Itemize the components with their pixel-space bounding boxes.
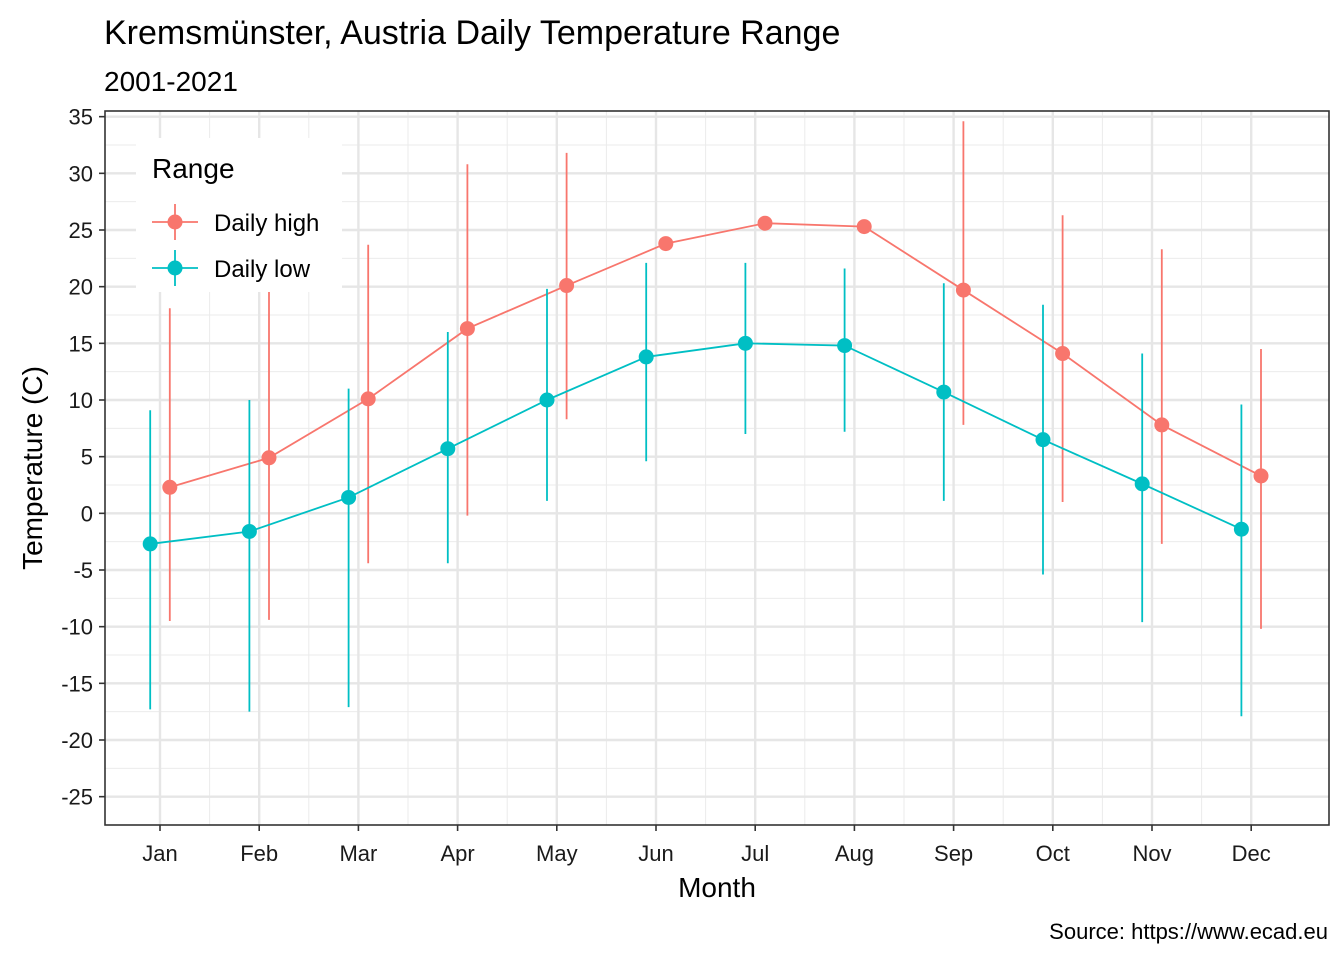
- series-layer: [142, 121, 1269, 717]
- y-tick-label: 15: [69, 331, 93, 356]
- x-axis: Jan Feb Mar Apr May Jun Jul Aug Sep Oct Nov Dec: [142, 825, 1271, 866]
- legend-keys: Daily high Daily low: [152, 204, 319, 286]
- legend-label: Daily high: [214, 210, 319, 237]
- legend-label: Daily low: [214, 256, 311, 283]
- plot-border: [104, 110, 1330, 826]
- y-axis-title: Temperature (C): [17, 366, 48, 570]
- legend-title: Range: [152, 153, 235, 184]
- chart-caption: Source: https://www.ecad.eu: [1049, 919, 1328, 944]
- x-tick-label: Oct: [1036, 841, 1070, 866]
- series-1: [142, 262, 1249, 717]
- x-axis-title: Month: [678, 872, 756, 903]
- data-point: [1253, 468, 1269, 484]
- y-tick-label: -20: [61, 728, 93, 753]
- data-point: [638, 349, 654, 365]
- x-tick-label: Feb: [240, 841, 278, 866]
- x-tick-label: Nov: [1132, 841, 1171, 866]
- major-gridlines: [105, 111, 1329, 825]
- y-tick-label: -10: [61, 615, 93, 640]
- data-point: [459, 321, 475, 337]
- x-tick-label: Sep: [934, 841, 973, 866]
- data-point: [539, 392, 555, 408]
- x-tick-label: Jun: [638, 841, 673, 866]
- y-tick-label: 5: [81, 445, 93, 470]
- y-tick-label: -5: [73, 558, 93, 583]
- data-point: [440, 441, 456, 457]
- y-tick-label: 20: [69, 275, 93, 300]
- data-point: [936, 384, 952, 400]
- data-point: [955, 282, 971, 298]
- data-point: [1134, 476, 1150, 492]
- legend: Range Daily high Daily low: [136, 138, 342, 292]
- data-point: [737, 335, 753, 351]
- x-tick-label: Apr: [440, 841, 474, 866]
- data-point: [261, 450, 277, 466]
- series-0: [162, 121, 1269, 629]
- data-point: [837, 338, 853, 354]
- chart-subtitle: 2001-2021: [104, 66, 238, 97]
- data-point: [1233, 521, 1249, 537]
- data-point: [559, 278, 575, 294]
- data-point: [856, 219, 872, 235]
- data-point: [241, 523, 257, 539]
- y-tick-label: 10: [69, 388, 93, 413]
- data-point: [162, 479, 178, 495]
- y-tick-label: 30: [69, 161, 93, 186]
- y-axis: -25 -20 -15 -10 -5 0 5 10 15 20 25 30 35: [61, 105, 105, 810]
- data-point: [1154, 417, 1170, 433]
- x-tick-label: May: [536, 841, 578, 866]
- series-line: [150, 342, 1242, 545]
- y-tick-label: 0: [81, 501, 93, 526]
- chart-title: Kremsmünster, Austria Daily Temperature …: [104, 14, 840, 52]
- data-point: [757, 215, 773, 231]
- y-tick-label: 25: [69, 218, 93, 243]
- plot-panel: [104, 110, 1330, 826]
- data-point: [142, 536, 158, 552]
- data-point: [658, 236, 674, 252]
- series-line: [169, 222, 1262, 489]
- legend-key-0: Daily high: [152, 204, 319, 240]
- x-tick-label: Aug: [835, 841, 874, 866]
- legend-point: [167, 214, 183, 230]
- x-tick-label: Jan: [142, 841, 177, 866]
- x-tick-label: Mar: [339, 841, 377, 866]
- legend-point: [167, 260, 183, 276]
- y-tick-label: -25: [61, 785, 93, 810]
- x-tick-label: Dec: [1232, 841, 1271, 866]
- data-point: [1055, 346, 1071, 362]
- data-point: [1035, 432, 1051, 448]
- y-tick-label: -15: [61, 671, 93, 696]
- data-point: [360, 391, 376, 407]
- x-tick-label: Jul: [741, 841, 769, 866]
- legend-key-1: Daily low: [152, 250, 311, 286]
- y-tick-label: 35: [69, 105, 93, 130]
- data-point: [341, 489, 357, 505]
